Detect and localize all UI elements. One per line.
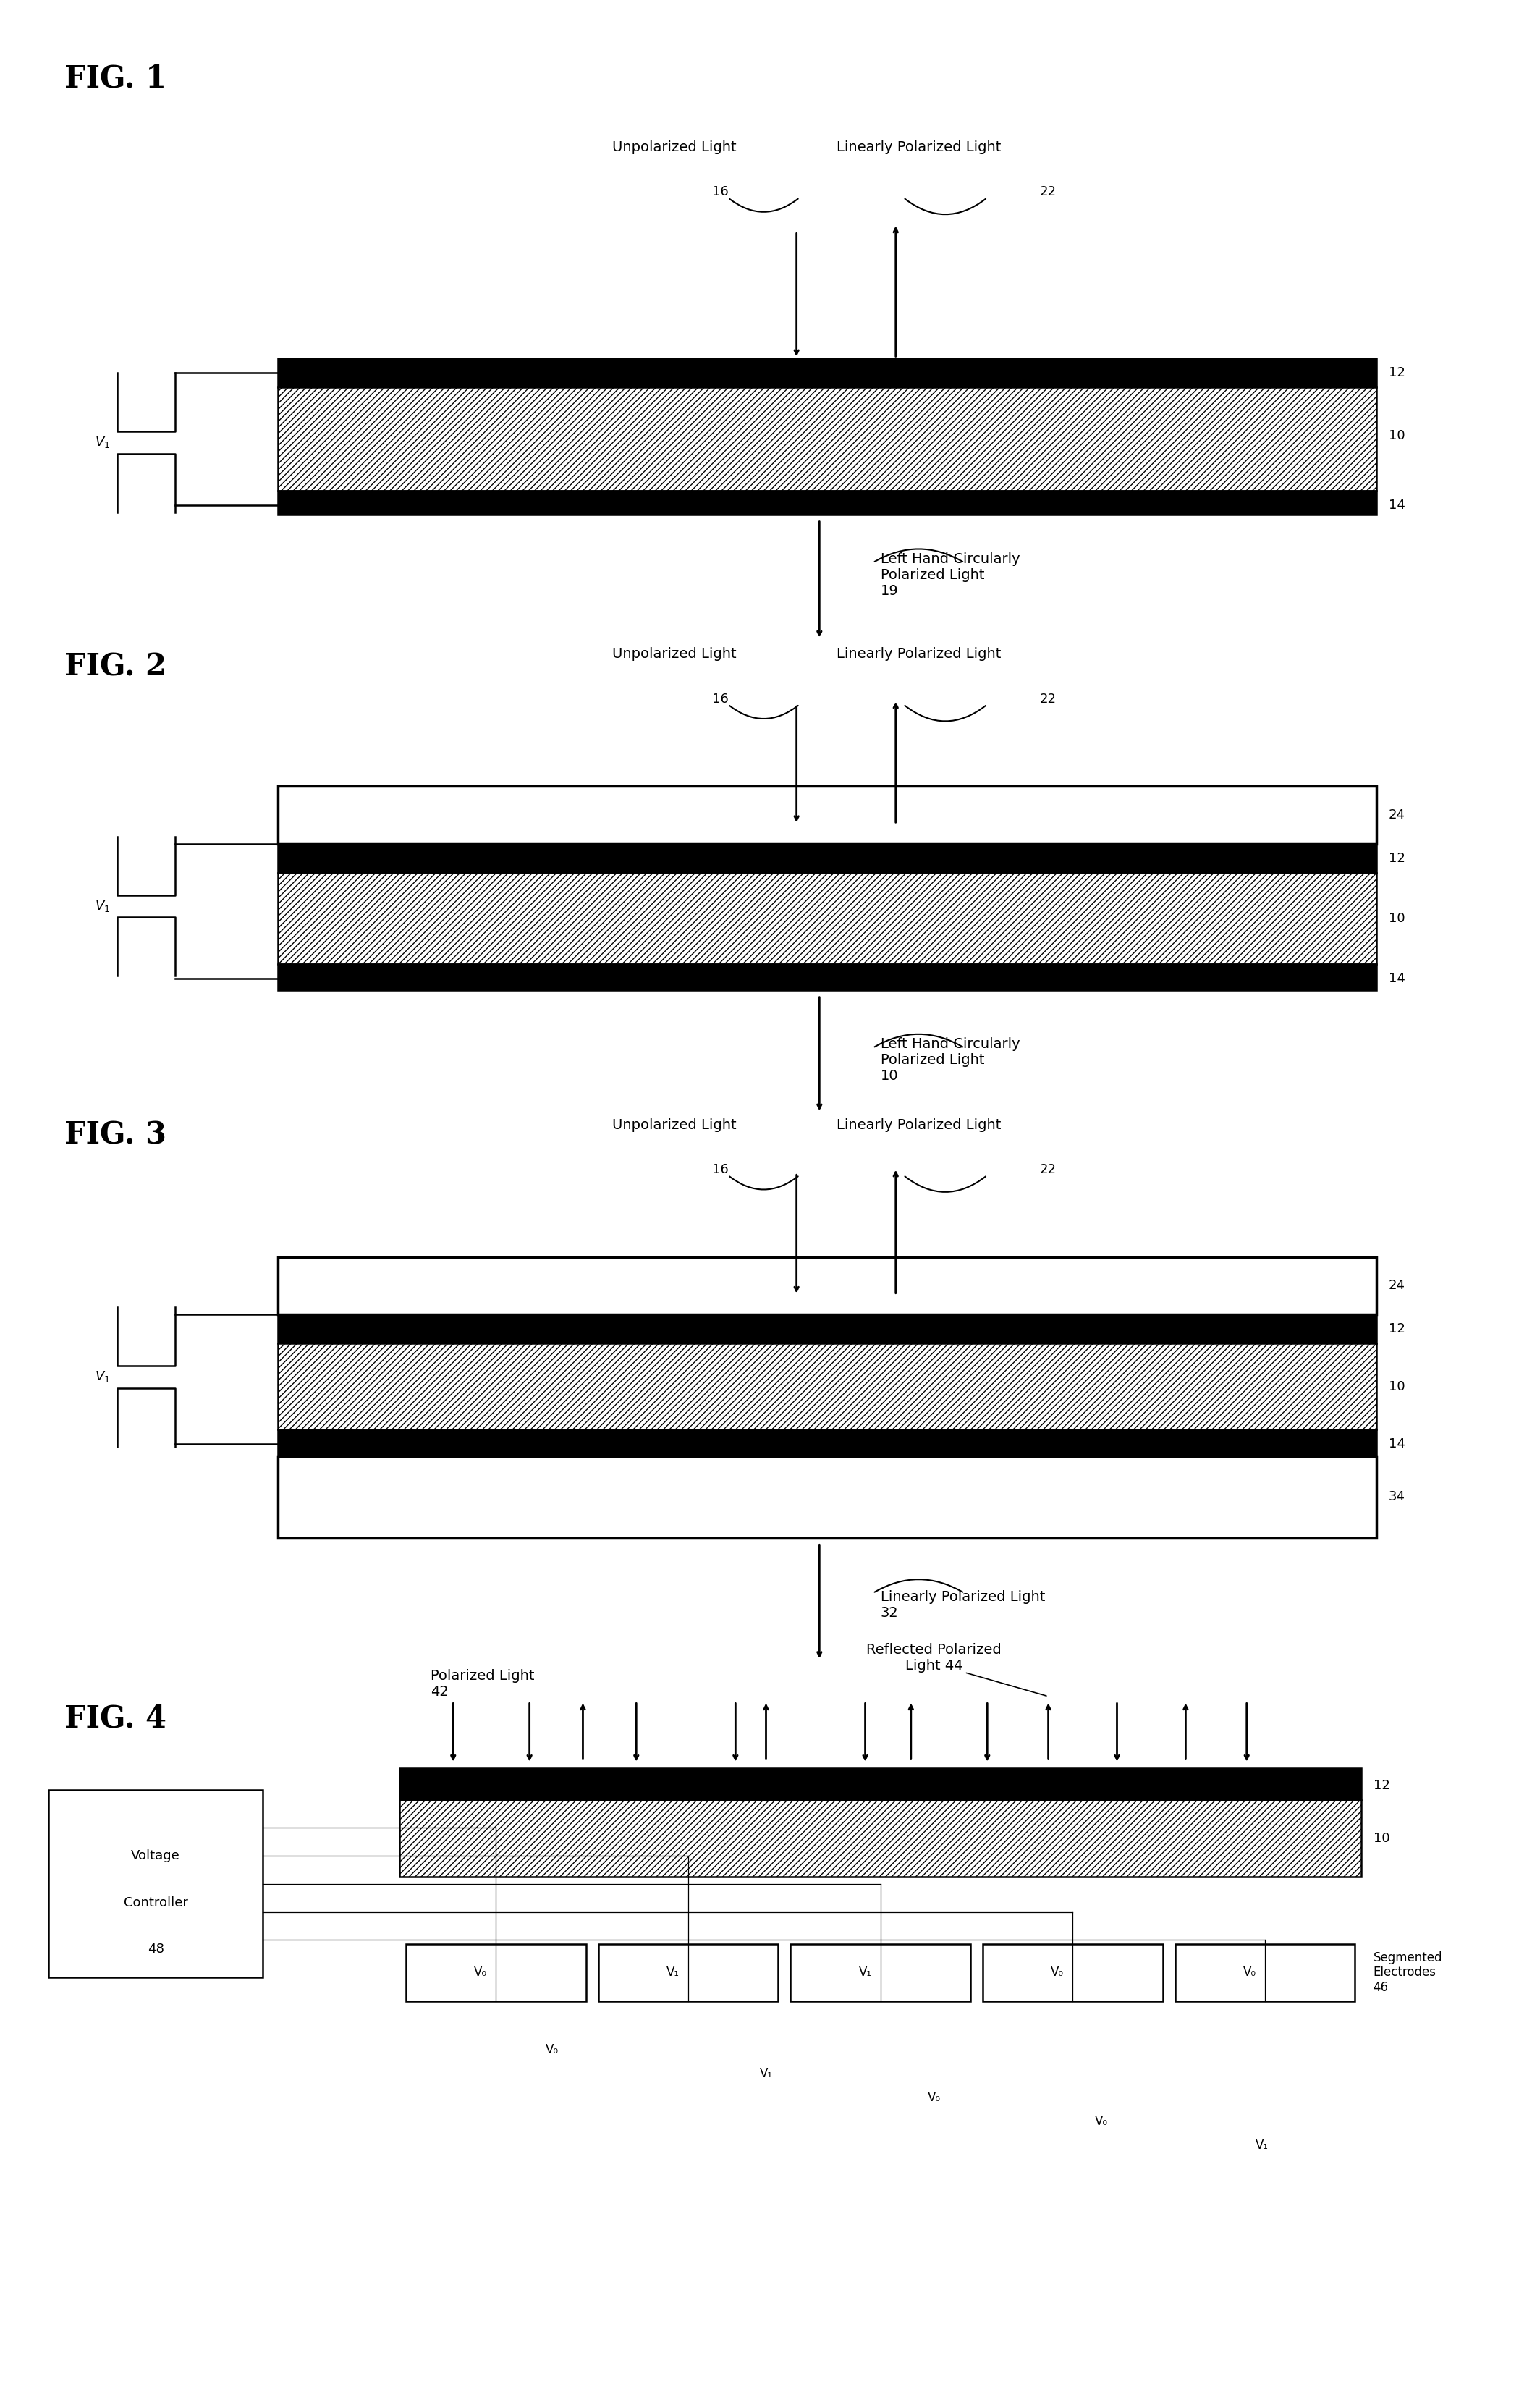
Text: 34: 34 [1388,1491,1405,1503]
Text: 12: 12 [1373,1780,1390,1792]
Text: Left Hand Circularly
Polarized Light
19: Left Hand Circularly Polarized Light 19 [881,551,1020,597]
Text: Linearly Polarized Light: Linearly Polarized Light [836,140,1000,154]
Text: 12: 12 [1388,852,1405,864]
Text: V₀: V₀ [1051,1965,1063,1979]
Bar [277,1344,1376,1430]
Text: 10: 10 [1373,1832,1390,1845]
Bar [277,359,1376,388]
Text: Linearly Polarized Light: Linearly Polarized Light [836,648,1000,662]
Text: FIG. 3: FIG. 3 [64,1120,165,1151]
Text: 14: 14 [1388,1438,1405,1450]
Text: Unpolarized Light: Unpolarized Light [613,648,737,662]
Text: 24: 24 [1388,1279,1405,1293]
Bar [277,963,1376,990]
Bar [277,1457,1376,1539]
Bar [277,1257,1376,1315]
Text: 14: 14 [1388,498,1405,510]
Text: 10: 10 [1388,429,1405,443]
Text: FIG. 4: FIG. 4 [64,1702,165,1734]
Bar [597,1943,778,2001]
Text: Segmented
Electrodes
46: Segmented Electrodes 46 [1373,1950,1443,1994]
Text: $V_1$: $V_1$ [95,898,110,913]
Bar [791,1943,970,2001]
Bar [400,1799,1360,1876]
Text: V₀: V₀ [473,1965,487,1979]
Bar [49,1789,262,1977]
Bar [277,1315,1376,1344]
Bar [277,491,1376,515]
Text: 24: 24 [1388,809,1405,821]
Text: 14: 14 [1388,973,1405,985]
Bar [406,1943,585,2001]
Text: Polarized Light
42: Polarized Light 42 [430,1669,535,1698]
Text: Linearly Polarized Light: Linearly Polarized Light [836,1117,1000,1132]
Text: V₀: V₀ [1242,1965,1256,1979]
Text: Unpolarized Light: Unpolarized Light [613,140,737,154]
Text: Linearly Polarized Light
32: Linearly Polarized Light 32 [881,1589,1045,1621]
Text: Left Hand Circularly
Polarized Light
10: Left Hand Circularly Polarized Light 10 [881,1038,1020,1084]
Bar [400,1767,1360,1799]
Text: 16: 16 [712,694,728,706]
Text: Reflected Polarized
Light 44: Reflected Polarized Light 44 [866,1642,1002,1674]
Text: V₁: V₁ [760,2066,772,2081]
Text: V₁: V₁ [858,1965,872,1979]
Text: 22: 22 [1040,694,1057,706]
Text: 10: 10 [1388,913,1405,925]
Text: V₀: V₀ [545,2042,559,2056]
Text: 16: 16 [712,1163,728,1175]
Text: 22: 22 [1040,1163,1057,1175]
Text: V₀: V₀ [927,2090,941,2105]
Bar [277,388,1376,491]
Text: Controller: Controller [124,1895,188,1910]
Bar [277,872,1376,963]
Text: 22: 22 [1040,185,1057,197]
Text: FIG. 2: FIG. 2 [64,653,165,681]
Bar [277,785,1376,843]
Bar [277,1430,1376,1457]
Bar [1175,1943,1354,2001]
Bar [277,843,1376,872]
Text: FIG. 1: FIG. 1 [64,63,165,94]
Text: 10: 10 [1388,1380,1405,1394]
Text: Voltage: Voltage [132,1849,181,1861]
Text: V₀: V₀ [1095,2114,1108,2129]
Bar [982,1943,1163,2001]
Text: 12: 12 [1388,366,1405,380]
Text: V₁: V₁ [1255,2138,1268,2153]
Text: $V_1$: $V_1$ [95,436,110,450]
Text: Unpolarized Light: Unpolarized Light [613,1117,737,1132]
Text: 16: 16 [712,185,728,197]
Text: 12: 12 [1388,1322,1405,1336]
Text: 48: 48 [147,1943,164,1955]
Text: $V_1$: $V_1$ [95,1370,110,1385]
Text: V₁: V₁ [666,1965,679,1979]
